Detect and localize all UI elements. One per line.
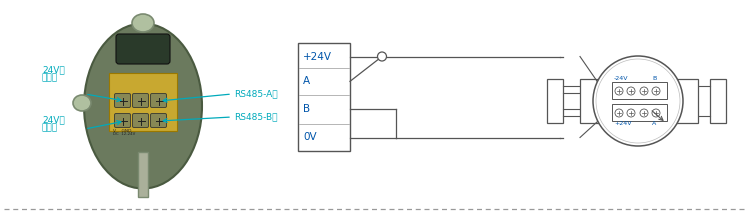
Ellipse shape (73, 95, 91, 111)
Circle shape (652, 109, 660, 117)
FancyBboxPatch shape (116, 34, 170, 64)
Circle shape (627, 109, 635, 117)
Bar (109, 73, 177, 131)
Ellipse shape (132, 14, 154, 32)
Text: 源正极: 源正极 (42, 73, 58, 82)
Circle shape (652, 87, 660, 95)
Circle shape (627, 87, 635, 95)
Text: +24V: +24V (614, 121, 632, 126)
Text: 源负极: 源负极 (42, 123, 58, 132)
Circle shape (593, 56, 683, 146)
Text: DC  12-24V: DC 12-24V (113, 132, 135, 136)
Bar (580, 79, 698, 123)
FancyBboxPatch shape (115, 113, 130, 127)
Text: RS485-B极: RS485-B极 (234, 113, 278, 122)
Text: 0V: 0V (303, 132, 316, 143)
Text: +24V: +24V (303, 51, 332, 62)
Bar (612, 82, 667, 99)
Circle shape (640, 87, 648, 95)
Circle shape (615, 109, 623, 117)
Text: 24V电: 24V电 (42, 115, 64, 124)
Bar (612, 104, 667, 121)
Bar (298, 43, 350, 151)
Bar (547, 79, 563, 123)
Text: A: A (303, 76, 310, 86)
Circle shape (596, 59, 680, 143)
FancyBboxPatch shape (133, 94, 148, 108)
Circle shape (615, 87, 623, 95)
Circle shape (640, 109, 648, 117)
Bar (710, 79, 726, 123)
Ellipse shape (84, 23, 202, 189)
FancyBboxPatch shape (151, 94, 166, 108)
Text: -24V: -24V (614, 76, 628, 81)
FancyBboxPatch shape (151, 113, 166, 127)
Text: V    GND: V GND (113, 129, 131, 133)
Text: 24V电: 24V电 (42, 65, 64, 74)
FancyBboxPatch shape (115, 94, 130, 108)
Text: RS485-A极: RS485-A极 (234, 90, 278, 99)
Text: B: B (303, 104, 310, 114)
FancyBboxPatch shape (133, 113, 148, 127)
Text: A: A (652, 121, 656, 126)
Bar (138, 152, 148, 197)
Circle shape (377, 52, 386, 61)
Text: B: B (652, 76, 656, 81)
